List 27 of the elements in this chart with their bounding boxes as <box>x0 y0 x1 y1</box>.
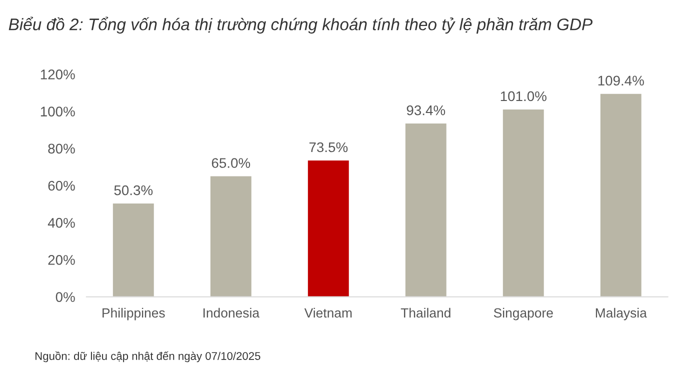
chart-title: Biểu đồ 2: Tổng vốn hóa thị trường chứng khoán tính theo tỷ lệ phần trăm GDP <box>8 16 593 34</box>
bar <box>600 94 642 297</box>
text: Nguồn: dữ liệu cập nhật đến ngày 07/10/2025 <box>36 351 260 362</box>
data-label: 101.0% <box>500 91 546 102</box>
y-tick-label: 60% <box>48 180 75 191</box>
y-tick-label: 0% <box>56 292 75 302</box>
y-tick-label: 80% <box>48 144 75 154</box>
x-tick-label: Thailand <box>400 308 450 318</box>
y-tick-label: 120% <box>40 70 75 80</box>
y-tick-label: 100% <box>40 106 75 116</box>
x-tick-label: Vietnam <box>304 308 352 318</box>
data-label: 73.5% <box>309 142 348 152</box>
x-tick-label: Indonesia <box>204 308 260 318</box>
y-tick-label: 20% <box>48 255 75 265</box>
x-tick-label: Philippines <box>102 308 165 320</box>
bar <box>405 124 446 297</box>
data-label: 93.4% <box>406 105 446 116</box>
bar <box>308 160 349 297</box>
data-label: 50.3% <box>114 185 153 196</box>
x-tick-label: Singapore <box>494 308 553 320</box>
bar <box>210 176 252 297</box>
x-tick-label: Malaysia <box>596 308 647 320</box>
data-label: 65.0% <box>212 158 250 168</box>
bar <box>112 203 154 297</box>
data-label: 109.4% <box>598 76 644 86</box>
y-tick-label: 40% <box>48 218 75 228</box>
bar <box>502 109 544 297</box>
